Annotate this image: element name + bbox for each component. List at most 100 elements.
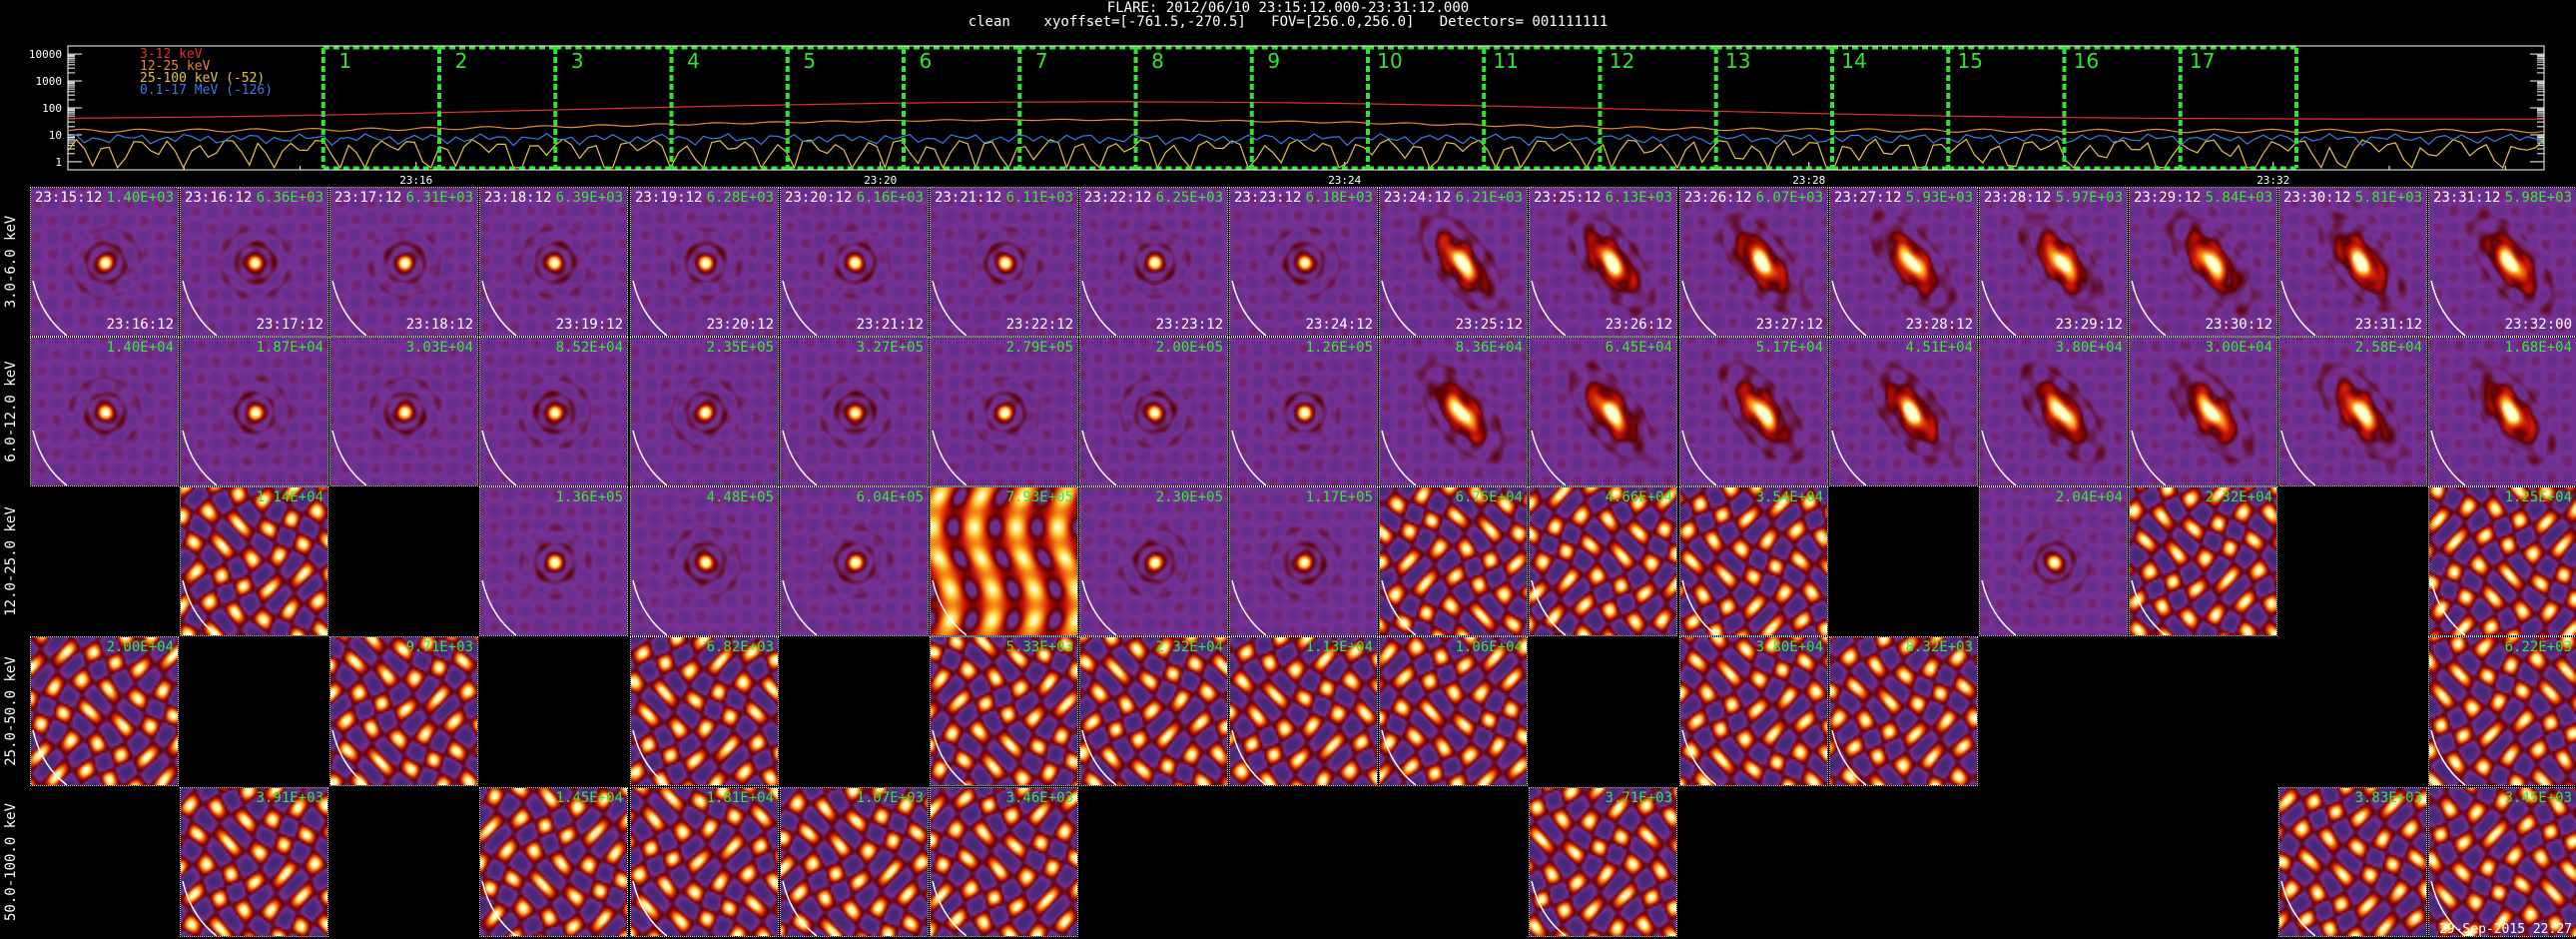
image-cell: 6.36E+03 23:16:12 23:17:12 <box>180 187 328 337</box>
time-end-label: 23:18:12 <box>405 317 473 333</box>
image-map <box>2130 188 2276 336</box>
time-start-label: 23:20:12 <box>785 190 853 206</box>
max-value-label: 6.04E+05 <box>856 489 924 505</box>
image-cell: 5.81E+03 23:30:12 23:31:12 <box>2278 187 2427 337</box>
image-cell: 1.45E+04 <box>479 787 628 937</box>
image-map <box>1680 338 1827 485</box>
time-end-label: 23:24:12 <box>1305 317 1373 333</box>
image-cell: 4.66E+04 <box>1529 486 1677 636</box>
max-value-label: 8.32E+03 <box>1905 639 1973 655</box>
max-value-label: 1.06E+04 <box>1455 639 1523 655</box>
max-value-label: 4.66E+04 <box>1605 489 1672 505</box>
time-end-label: 23:19:12 <box>555 317 623 333</box>
image-map <box>2429 788 2576 936</box>
image-cell: 6.28E+03 23:19:12 23:20:12 <box>630 187 779 337</box>
image-map <box>1980 188 2127 336</box>
max-value-label: 3.03E+04 <box>405 340 473 356</box>
interval-number: 10 <box>1377 49 1402 73</box>
image-cell: 2.00E+04 <box>30 636 179 786</box>
time-start-label: 23:24:12 <box>1384 190 1452 206</box>
image-map <box>1680 188 1827 336</box>
image-cell: 3.83E+03 <box>2278 787 2427 937</box>
max-value-label: 6.07E+03 <box>1755 190 1823 206</box>
legend-entry: 25-100 keV (-52) <box>140 71 265 86</box>
image-cell: 6.16E+03 23:20:12 23:21:12 <box>780 187 929 337</box>
image-map <box>1680 637 1827 785</box>
max-value-label: 5.98E+03 <box>2504 190 2572 206</box>
time-end-label: 23:27:12 <box>1755 317 1823 333</box>
image-map <box>181 188 327 336</box>
footer-timestamp: 29-Sep-2015 22:27 <box>2438 922 2572 937</box>
image-map <box>631 338 778 485</box>
image-map <box>2130 487 2276 635</box>
image-cell: 5.93E+03 23:27:12 23:28:12 <box>1829 187 1978 337</box>
max-value-label: 3.46E+03 <box>1005 790 1073 806</box>
image-map <box>1830 188 1977 336</box>
image-map <box>1380 338 1527 485</box>
image-cell: 5.98E+03 23:31:12 23:32:00 <box>2428 187 2576 337</box>
time-start-label: 23:23:12 <box>1234 190 1302 206</box>
y-tick-label: 1000 <box>36 75 63 88</box>
time-end-label: 23:31:12 <box>2354 317 2422 333</box>
image-map <box>31 188 178 336</box>
image-cell: 1.13E+04 <box>1229 636 1378 786</box>
interval-number: 7 <box>1035 49 1048 73</box>
time-start-label: 23:27:12 <box>1834 190 1902 206</box>
max-value-label: 3.54E+04 <box>1755 489 1823 505</box>
image-map <box>1980 487 2127 635</box>
y-tick-label: 1 <box>55 156 62 169</box>
image-cell: 6.25E+03 23:22:12 23:23:12 <box>1079 187 1228 337</box>
image-map <box>31 338 178 485</box>
image-map <box>931 788 1077 936</box>
energy-band-label: 6.0-12.0 keV <box>3 361 19 463</box>
image-map <box>631 788 778 936</box>
image-cell: 2.04E+04 <box>1979 486 2128 636</box>
image-map <box>1230 188 1377 336</box>
image-cell: 7.93E+05 <box>930 486 1078 636</box>
time-start-label: 23:31:12 <box>2433 190 2501 206</box>
image-cell: 9.71E+03 <box>329 636 478 786</box>
time-start-label: 23:16:12 <box>185 190 253 206</box>
time-start-label: 23:17:12 <box>334 190 402 206</box>
max-value-label: 1.81E+04 <box>706 790 774 806</box>
max-value-label: 1.17E+05 <box>1305 489 1373 505</box>
image-cell: 6.31E+03 23:17:12 23:18:12 <box>329 187 478 337</box>
image-cell: 3.91E+03 <box>180 787 328 937</box>
image-cell: 2.58E+04 <box>2278 337 2427 486</box>
max-value-label: 1.26E+05 <box>1305 340 1373 356</box>
lightcurve-plot: 10000 1000 100 10 1 23:16 23:20 23:24 23:28 23:32… <box>29 45 2545 187</box>
max-value-label: 3.27E+05 <box>856 340 924 356</box>
image-map <box>181 338 327 485</box>
interval-number: 17 <box>2190 49 2215 73</box>
image-map <box>2429 338 2576 485</box>
image-cell: 4.48E+05 <box>630 486 779 636</box>
max-value-label: 6.25E+03 <box>1155 190 1223 206</box>
image-map <box>1230 637 1377 785</box>
max-value-label: 3.45E+03 <box>2504 790 2572 806</box>
image-cell: 6.39E+03 23:18:12 23:19:12 <box>479 187 628 337</box>
image-map <box>931 487 1077 635</box>
image-cell: 2.00E+05 <box>1079 337 1228 486</box>
x-tick-label: 23:32 <box>2256 174 2289 187</box>
energy-band-label: 3.0-6.0 keV <box>3 215 19 309</box>
max-value-label: 2.35E+05 <box>706 340 774 356</box>
image-map <box>330 637 477 785</box>
image-map <box>2279 338 2426 485</box>
max-value-label: 6.82E+03 <box>706 639 774 655</box>
max-value-label: 5.33E+03 <box>1005 639 1073 655</box>
time-start-label: 23:30:12 <box>2283 190 2351 206</box>
max-value-label: 2.30E+05 <box>1155 489 1223 505</box>
max-value-label: 2.32E+04 <box>2205 489 2272 505</box>
max-value-label: 3.91E+03 <box>256 790 323 806</box>
image-cell: 2.35E+05 <box>630 337 779 486</box>
image-cell: 8.32E+03 <box>1829 636 1978 786</box>
max-value-label: 1.40E+04 <box>106 340 174 356</box>
interval-number: 13 <box>1725 49 1750 73</box>
time-end-label: 23:26:12 <box>1605 317 1672 333</box>
image-cell: 1.07E+03 <box>780 787 929 937</box>
image-cell: 1.25E+04 <box>2428 486 2576 636</box>
image-map <box>1230 338 1377 485</box>
max-value-label: 2.04E+04 <box>2055 489 2123 505</box>
image-cell: 5.97E+03 23:28:12 23:29:12 <box>1979 187 2128 337</box>
